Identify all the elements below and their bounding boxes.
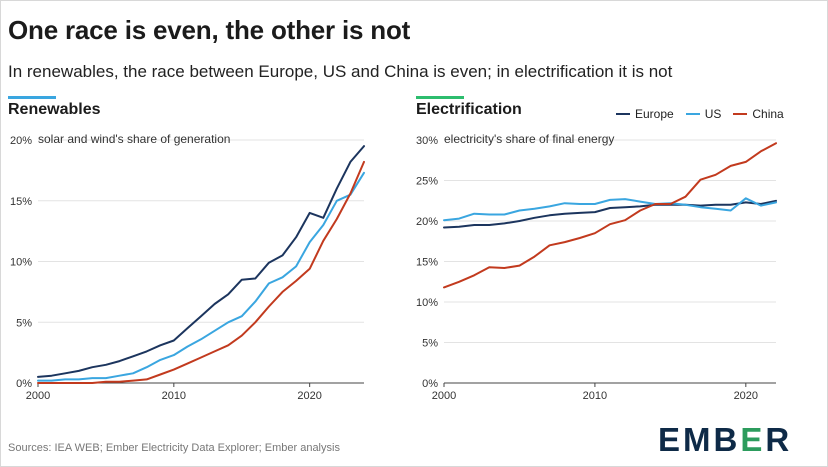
electrification-y-tick-label: 10% [416,297,438,309]
electrification-y-tick-label: 0% [422,378,438,390]
electrification-y-tick-label: 25% [416,176,438,188]
renewables-accent-bar [8,96,56,99]
electrification-panel-title: Electrification [416,101,522,118]
electrification-series-line-china [443,142,777,289]
electrification-accent-bar [416,96,464,99]
electrification-series-line-europe [443,199,777,229]
electrification-y-tick-label: 30% [416,135,438,147]
legend-item-us: US [685,107,722,121]
legend: Europe US China [616,107,784,121]
renewables-series-line-us [37,171,365,382]
legend-swatch-us [685,113,700,115]
legend-label-us: US [704,107,722,121]
logo-text-end: R [765,421,793,458]
legend-label-europe: Europe [635,107,674,121]
renewables-x-tick-label: 2010 [162,390,186,402]
electrification-y-tick-label: 15% [416,257,438,269]
renewables-y-tick-label: 20% [10,135,32,147]
electrification-y-tick-label: 5% [422,338,438,350]
renewables-series-line-europe [37,145,365,378]
electrification-series-line-us [443,197,777,222]
renewables-y-axis-title: solar and wind's share of generation [38,132,230,146]
ember-logo: EMBER [658,421,792,459]
renewables-series-line-china [37,160,365,384]
legend-item-china: China [733,107,784,121]
electrification-y-tick-label: 20% [416,216,438,228]
renewables-x-tick-label: 2020 [297,390,321,402]
renewables-y-tick-label: 15% [10,196,32,208]
electrification-y-axis-title: electricity's share of final energy [444,132,614,146]
legend-swatch-europe [616,113,630,115]
renewables-y-tick-label: 10% [10,257,32,269]
electrification-x-tick-label: 2020 [734,390,758,402]
logo-text-mid: E [740,421,766,458]
legend-label-china: China [752,107,784,121]
renewables-y-tick-label: 0% [16,378,32,390]
renewables-y-tick-label: 5% [16,317,32,329]
source-note: Sources: IEA WEB; Ember Electricity Data… [8,442,340,454]
chart-subtitle: In renewables, the race between Europe, … [8,62,673,81]
logo-text-start: EMB [658,421,741,458]
chart-title: One race is even, the other is not [8,15,411,45]
renewables-panel-title: Renewables [8,101,101,118]
electrification-x-tick-label: 2010 [583,390,607,402]
legend-swatch-china [733,113,748,115]
electrification-x-tick-label: 2000 [432,390,456,402]
legend-item-europe: Europe [616,107,674,121]
renewables-x-tick-label: 2000 [26,390,50,402]
